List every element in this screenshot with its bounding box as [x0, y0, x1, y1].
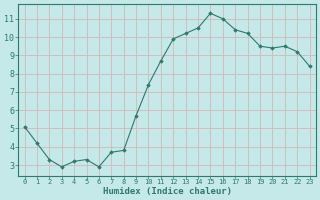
X-axis label: Humidex (Indice chaleur): Humidex (Indice chaleur): [103, 187, 232, 196]
